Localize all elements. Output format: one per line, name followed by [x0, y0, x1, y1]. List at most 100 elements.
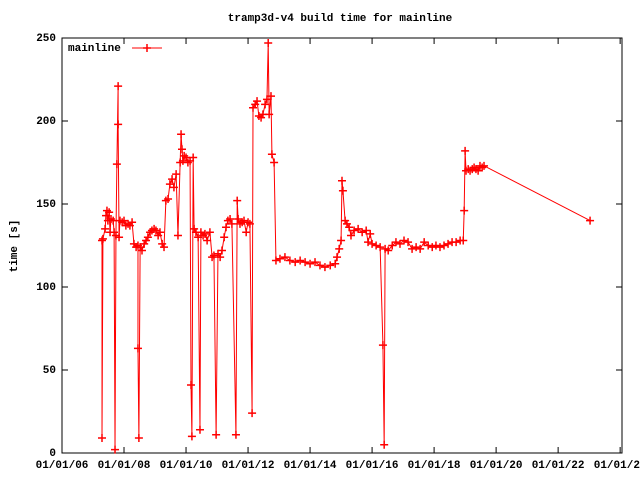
point: [240, 216, 249, 225]
point: [428, 243, 437, 252]
point: [205, 228, 214, 237]
point: [220, 233, 229, 242]
point: [208, 253, 217, 262]
point: [291, 258, 300, 267]
point: [366, 229, 375, 238]
point: [182, 153, 191, 162]
point: [372, 241, 381, 250]
point: [285, 256, 294, 265]
point: [189, 153, 198, 162]
point: [586, 216, 595, 225]
point: [400, 236, 409, 245]
point: [128, 218, 137, 227]
point: [203, 236, 212, 245]
point: [233, 196, 242, 205]
point: [180, 151, 189, 160]
point: [165, 180, 174, 189]
point: [209, 251, 218, 260]
point: [391, 238, 400, 247]
legend-marker: [143, 44, 151, 52]
point: [478, 163, 487, 172]
point: [333, 253, 342, 262]
point: [474, 166, 483, 175]
point: [368, 239, 377, 248]
point: [133, 344, 142, 353]
point: [275, 254, 284, 263]
point: [320, 263, 329, 272]
point: [431, 241, 440, 250]
point: [114, 82, 123, 91]
point: [173, 231, 182, 240]
point: [265, 110, 274, 119]
point: [195, 425, 204, 434]
point: [222, 223, 231, 232]
point: [306, 259, 315, 268]
x-tick-label: 01/01/08: [98, 460, 151, 472]
point: [266, 92, 275, 101]
x-tick-label: 01/01/20: [470, 460, 523, 472]
point: [101, 224, 110, 233]
point: [98, 234, 107, 243]
x-tick-label: 01/01/18: [408, 460, 461, 472]
point: [326, 261, 335, 270]
point: [226, 214, 235, 223]
point: [338, 186, 347, 195]
point: [420, 238, 429, 247]
point: [160, 243, 169, 252]
point: [416, 244, 425, 253]
point: [187, 432, 196, 441]
point: [138, 246, 146, 255]
point: [112, 160, 121, 169]
point: [109, 216, 118, 225]
point: [459, 236, 468, 245]
point: [98, 434, 106, 443]
point: [424, 241, 433, 250]
point: [301, 258, 310, 267]
point: [358, 228, 367, 237]
point: [164, 195, 173, 204]
point: [378, 341, 387, 350]
point: [350, 226, 359, 235]
point: [248, 409, 257, 418]
point: [461, 146, 470, 155]
point: [311, 258, 320, 267]
point: [262, 95, 271, 104]
point: [480, 161, 489, 170]
x-tick-label: 01/01/22: [532, 460, 585, 472]
x-tick-label: 01/01/16: [346, 460, 399, 472]
point: [460, 206, 469, 215]
point: [335, 244, 344, 253]
point: [384, 246, 393, 255]
y-tick-label: 100: [36, 282, 56, 294]
point: [231, 430, 240, 439]
plot-border: [61, 37, 623, 454]
point: [440, 241, 449, 250]
x-tick-label: 01/01/10: [160, 460, 213, 472]
point: [114, 120, 123, 129]
point: [134, 434, 143, 443]
point: [124, 219, 133, 228]
point: [267, 150, 276, 159]
point: [408, 244, 417, 253]
point: [216, 253, 225, 262]
point: [98, 236, 106, 245]
series-line: [101, 42, 591, 450]
point: [376, 243, 385, 252]
point: [261, 100, 270, 109]
point: [242, 228, 251, 237]
point: [146, 228, 155, 237]
point: [151, 226, 160, 235]
point: [155, 228, 164, 237]
point: [470, 163, 479, 172]
point: [280, 253, 289, 262]
x-tick-label: 01/01/14: [284, 460, 337, 472]
point: [105, 208, 114, 217]
point: [345, 223, 354, 232]
point: [244, 218, 253, 227]
point: [177, 130, 186, 139]
point: [435, 243, 444, 252]
x-tick-label: 01/01/06: [36, 460, 89, 472]
y-axis-label: time [s]: [9, 220, 21, 273]
y-tick-label: 0: [49, 448, 56, 460]
